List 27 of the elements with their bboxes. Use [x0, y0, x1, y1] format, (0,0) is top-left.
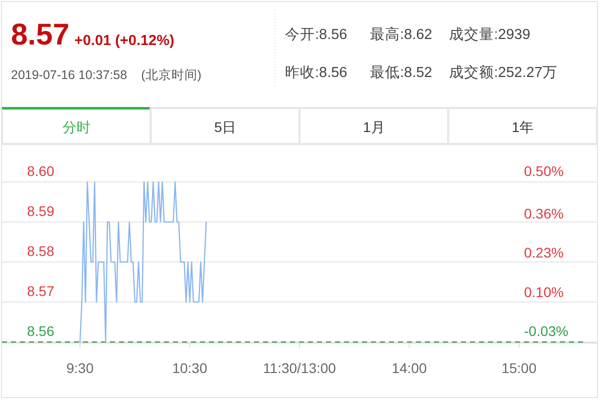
- y2-tick-label: -0.03%: [524, 323, 568, 339]
- text: 今开:8.56: [285, 26, 348, 43]
- x-tick-label: 9:30: [66, 360, 94, 376]
- tab: 1年: [447, 107, 598, 145]
- text: 成交额:252.27万: [449, 64, 558, 81]
- text: 最高:8.62: [370, 26, 432, 43]
- y-tick-label: 8.59: [27, 203, 54, 219]
- text: +0.01 (+0.12%): [74, 33, 175, 49]
- y2-tick-label: 0.23%: [524, 244, 564, 261]
- y-tick-label: 8.57: [27, 283, 54, 299]
- y-tick-label: 8.56: [27, 323, 54, 339]
- y-tick-label: 8.58: [27, 243, 54, 259]
- text: 成交量:2939: [449, 26, 530, 43]
- text: 昨收:8.56: [285, 64, 348, 81]
- text: 2019-07-16 10:37:58: [11, 68, 128, 82]
- y2-tick-label: 0.10%: [524, 284, 564, 300]
- x-tick-label: 10:30: [172, 360, 208, 376]
- tab: 1月: [298, 107, 450, 145]
- tab: 5日: [150, 107, 300, 145]
- x-tick-label: 14:00: [392, 360, 427, 376]
- text: (北京时间): [141, 68, 202, 82]
- y2-tick-label: 0.50%: [524, 163, 564, 179]
- x-tick-label: 11:30/13:00: [263, 360, 336, 376]
- text: 最低:8.52: [370, 65, 432, 81]
- y2-tick-label: 0.36%: [524, 205, 564, 222]
- y-tick-label: 8.60: [27, 163, 54, 179]
- x-tick-label: 15:00: [501, 360, 537, 376]
